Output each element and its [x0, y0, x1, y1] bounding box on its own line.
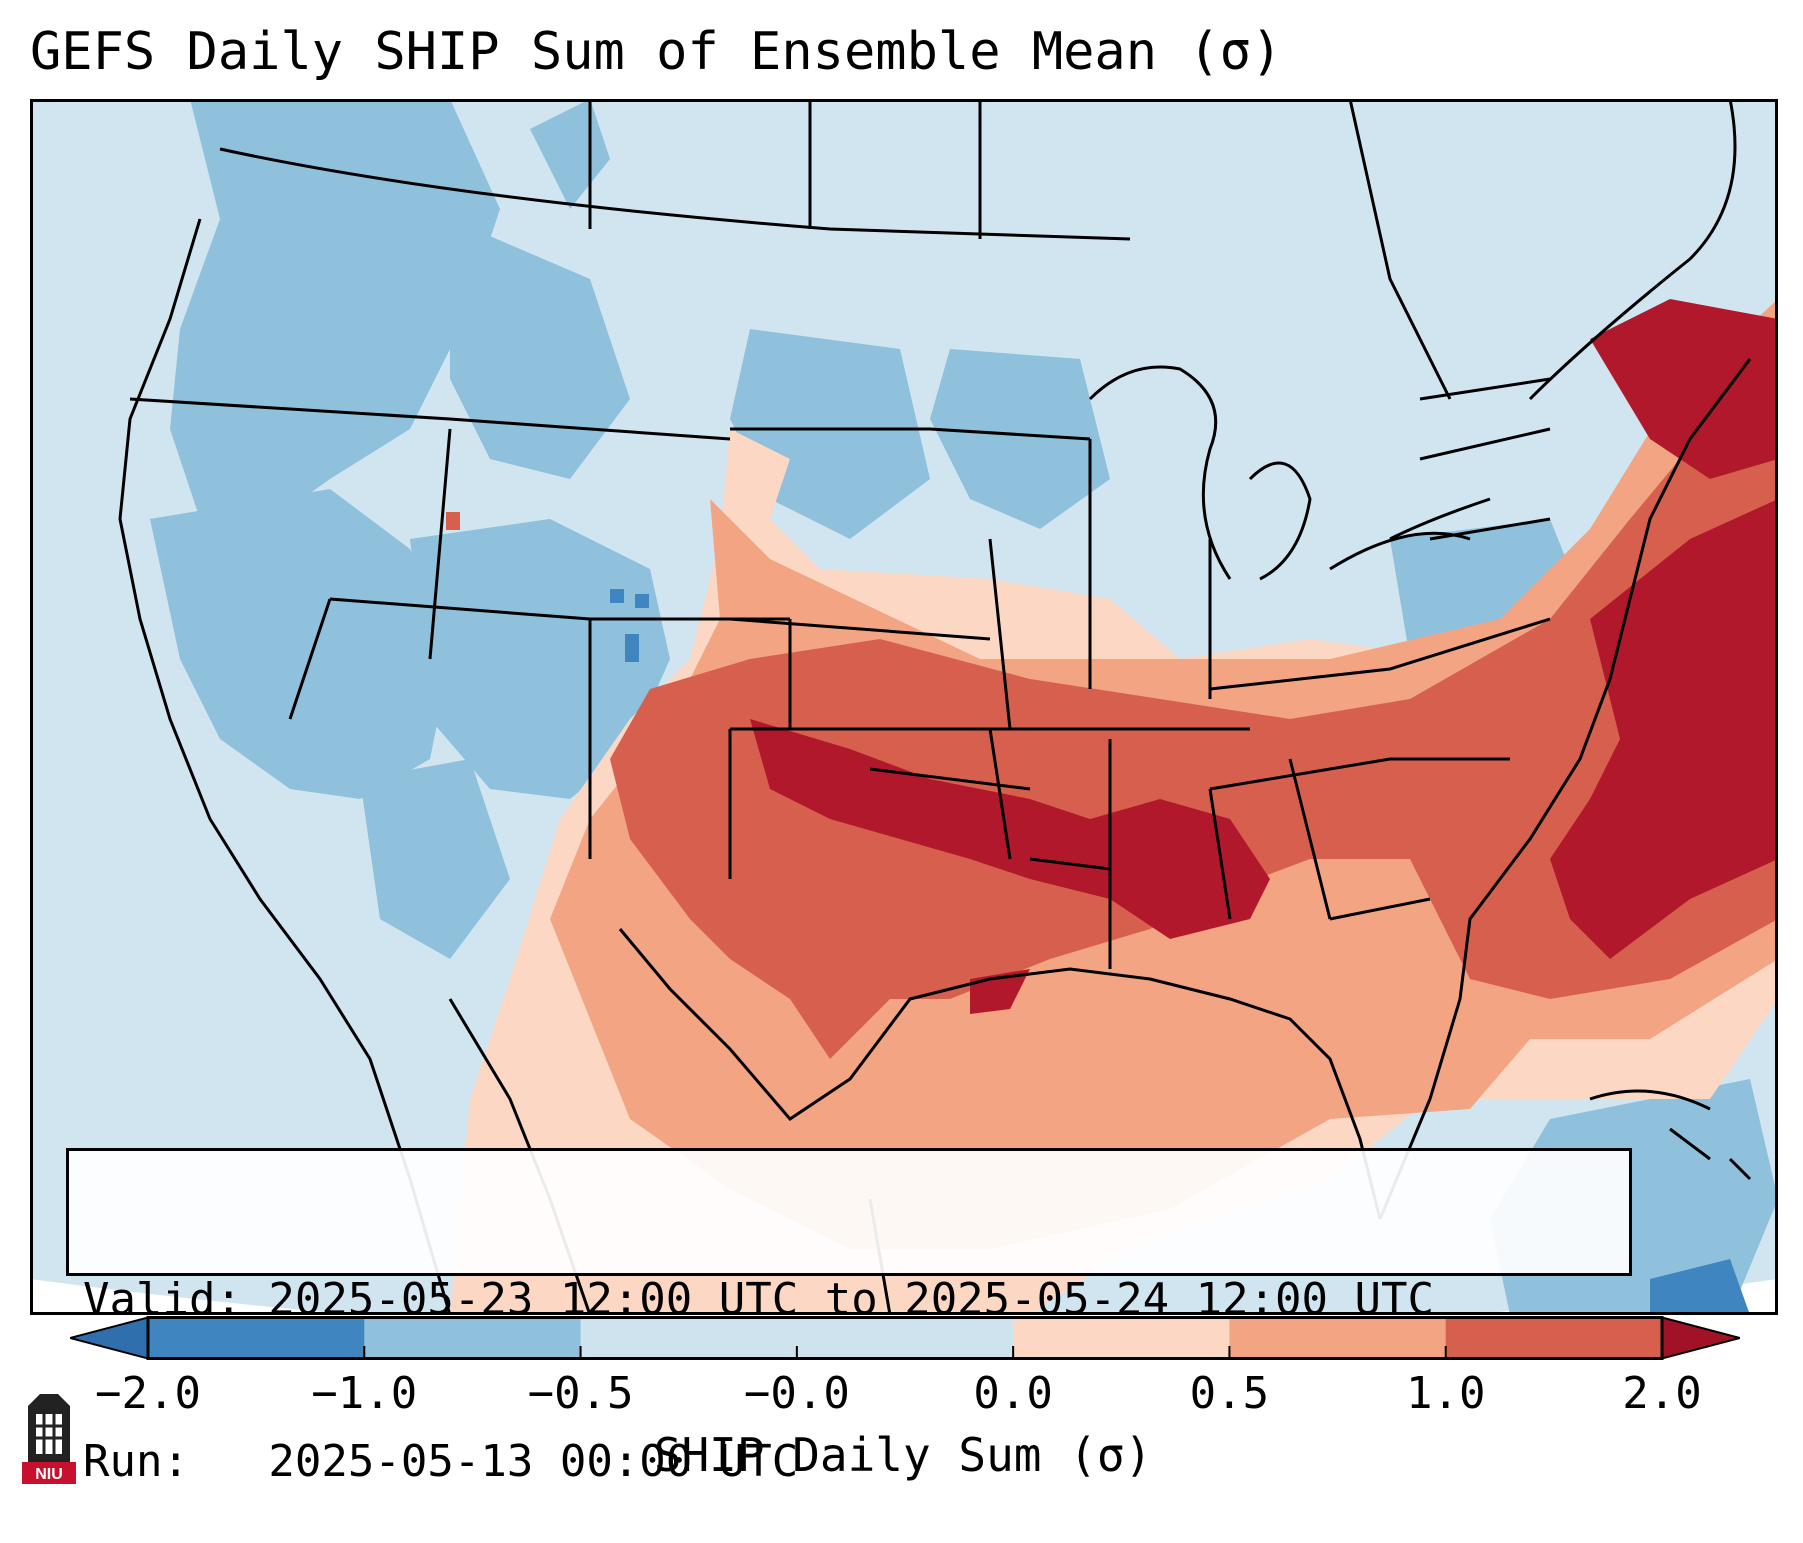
colorbar-tick-label: 2.0 [1622, 1368, 1702, 1419]
valid-run-info-box: Valid: 2025-05-23 12:00 UTC to 2025-05-2… [66, 1148, 1632, 1487]
colorbar-segment [1013, 1317, 1230, 1359]
colorbar-segment [796, 1317, 1014, 1359]
colorbar-segment [364, 1317, 582, 1359]
colorbar-tick-label: 0.0 [973, 1368, 1053, 1419]
run-time-text: Run: 2025-05-13 00:00 UTC [83, 1436, 799, 1487]
colorbar-extend-low [70, 1316, 149, 1360]
caribbean-islands [1589, 1089, 1752, 1181]
strong-negative-spots [610, 589, 1750, 1315]
colorbar-extend-high [1661, 1316, 1740, 1360]
colorbar-tick-label: 1.0 [1405, 1368, 1486, 1419]
colorbar-tick-label: −2.0 [95, 1368, 201, 1419]
colorbar-tick-label: −1.0 [311, 1368, 418, 1419]
positive-anomaly-regions [610, 379, 1778, 1059]
map-border [30, 99, 1778, 1315]
strong-positive-regions [750, 299, 1778, 1014]
chart-title: GEFS Daily SHIP Sum of Ensemble Mean (σ) [30, 22, 1283, 82]
map-panel [30, 99, 1778, 1315]
colorbar [70, 1316, 1740, 1360]
colorbar-segment [1445, 1317, 1663, 1359]
colorbar-tick-label: −0.5 [527, 1368, 634, 1419]
colorbar-segment [1229, 1317, 1447, 1359]
colorbar-segment [148, 1317, 365, 1359]
logo-text: NIU [35, 1466, 63, 1483]
isolated-positive-spot [446, 512, 460, 530]
niu-logo: NIU [22, 1394, 76, 1484]
colorbar-segment [580, 1317, 798, 1359]
colorbar-tick-label: −0.0 [743, 1368, 850, 1419]
colorbar-tick-label: 0.5 [1189, 1368, 1270, 1419]
colorbar-label: SHIP Daily Sum (σ) [653, 1428, 1153, 1482]
